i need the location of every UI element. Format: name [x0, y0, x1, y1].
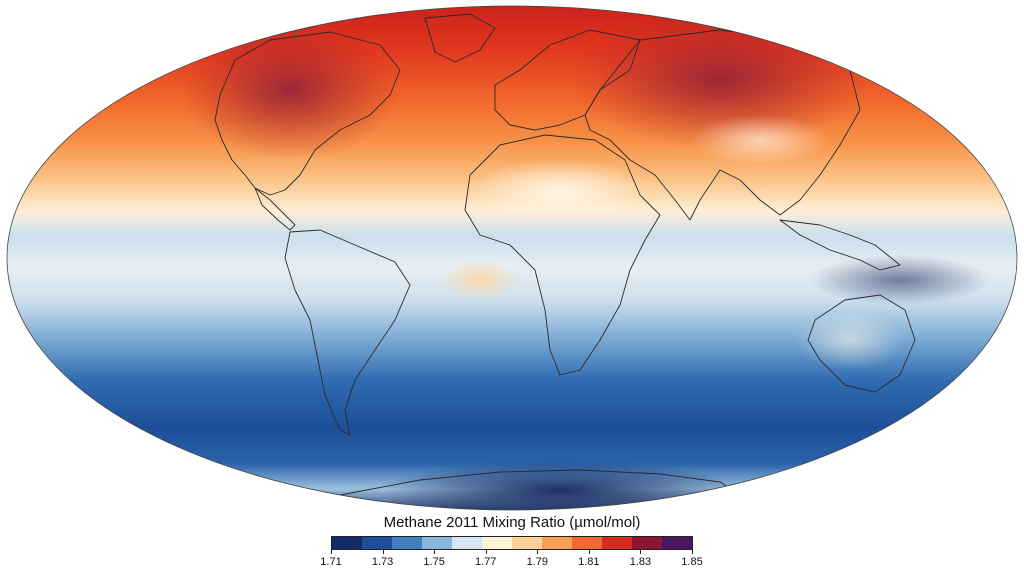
colorbar-segment: [632, 537, 662, 549]
colorbar-segment: [392, 537, 422, 549]
sahara-low-region: [470, 160, 650, 220]
colorbar-legend: Methane 2011 Mixing Ratio (µmol/mol) 1.7…: [0, 514, 1024, 573]
north-america-high-region: [180, 20, 400, 160]
colorbar-segment: [422, 537, 452, 549]
colorbar-segment: [452, 537, 482, 549]
colorbar-tick-label: 1.83: [629, 556, 652, 568]
colorbar-tick-label: 1.71: [320, 556, 342, 568]
central-asia-low-region: [690, 115, 830, 165]
colorbar-tick-label: 1.77: [474, 556, 497, 568]
colorbar-segment: [662, 537, 692, 549]
globe-boundary: [6, 5, 1018, 511]
colorbar-segment: [602, 537, 632, 549]
colorbar-tick: [640, 549, 642, 554]
north-america-outline: [214, 31, 401, 196]
southeast-asia-outline: [779, 219, 901, 271]
colorbar: [331, 536, 693, 550]
colorbar-tick: [485, 549, 487, 554]
colorbar-tick-label: 1.85: [681, 556, 703, 568]
colorbar-tick-label: 1.73: [371, 556, 394, 568]
colorbar-tick: [692, 549, 693, 554]
colorbar-tick: [537, 549, 539, 554]
antarctica-outline: [339, 469, 741, 496]
colorbar-tick-label: 1.79: [526, 556, 548, 568]
colorbar-tick: [382, 549, 384, 554]
central-america-outline: [254, 187, 296, 231]
australia-outline: [807, 294, 916, 393]
colorbar-segment: [572, 537, 602, 549]
colorbar-tick-label: 1.81: [578, 556, 600, 568]
colorbar-segment: [542, 537, 572, 549]
atlantic-warm-region: [440, 260, 520, 300]
colorbar-tick: [434, 549, 436, 554]
colorbar-segment: [332, 537, 362, 549]
colorbar-segment: [482, 537, 512, 549]
colorbar-tick: [588, 549, 590, 554]
south-america-outline: [284, 229, 411, 436]
world-map: [6, 5, 1018, 511]
australia-low-region: [795, 310, 905, 370]
africa-outline: [464, 134, 661, 376]
greenland-outline: [424, 13, 496, 63]
legend-title: Methane 2011 Mixing Ratio (µmol/mol): [383, 514, 641, 531]
methane-field: [7, 6, 1017, 510]
colorbar-tick-label: 1.75: [423, 556, 445, 568]
colorbar-segment: [362, 537, 392, 549]
colorbar-segment: [512, 537, 542, 549]
colorbar-tick: [331, 549, 332, 554]
west-pacific-low-region: [810, 255, 990, 305]
